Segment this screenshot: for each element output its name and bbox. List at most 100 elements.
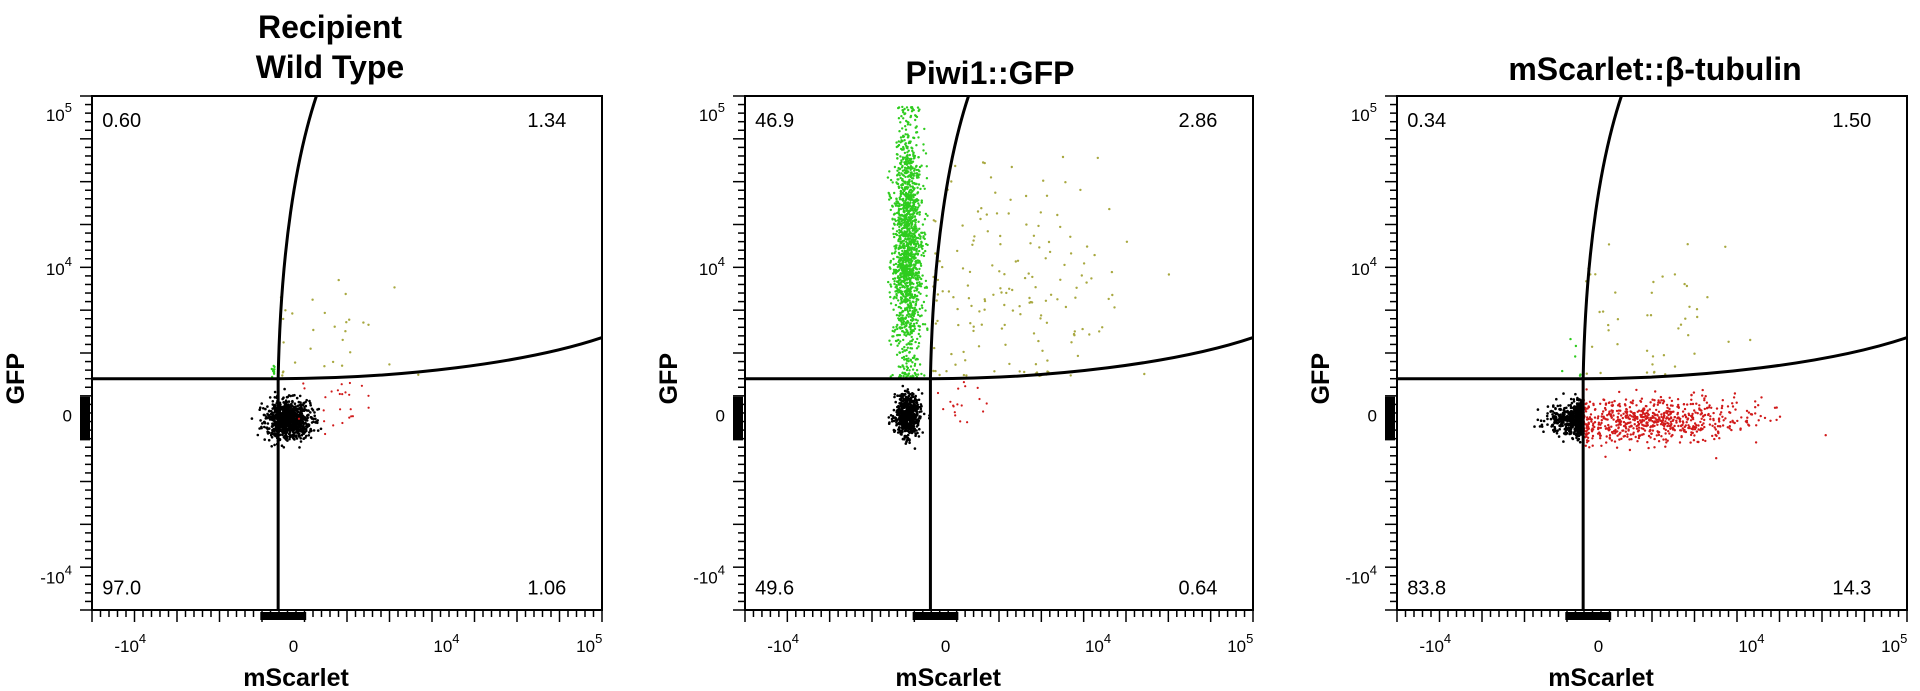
event-dot [272,370,276,373]
event-dot [892,308,895,311]
event-dot [304,421,307,425]
event-dot [981,161,985,164]
event-dot [1568,412,1571,416]
event-dot [893,277,897,280]
event-dot [906,438,910,441]
event-dot [1754,441,1758,444]
event-dot [1626,410,1629,413]
event-dot [298,446,301,449]
event-dot [1644,424,1647,427]
event-dot [260,402,264,405]
event-dot [906,123,910,126]
event-dot [1592,402,1595,405]
event-dot [1000,327,1004,330]
event-dot [906,397,909,401]
event-dot [907,238,910,241]
event-dot [912,257,916,260]
event-dot [268,409,271,413]
event-dot [1689,433,1693,437]
event-dot [900,186,903,189]
event-dot [915,429,918,432]
event-dot [894,219,897,223]
event-dot [1769,419,1772,422]
event-dot [891,329,894,333]
event-dot [893,295,896,299]
event-dot [920,231,923,234]
event-dot [913,169,916,172]
event-dot [292,432,296,436]
event-dot [1028,301,1031,304]
event-dot [1695,430,1699,433]
event-dot [1554,415,1557,418]
event-dot [888,198,891,201]
event-dot [899,147,903,151]
event-dot [903,107,906,111]
event-dot [906,235,909,238]
event-dot [339,408,342,411]
event-dot [1587,422,1591,426]
event-dot [271,403,275,406]
event-dot [1721,399,1725,402]
event-dot [281,374,284,377]
event-dot [892,222,896,225]
event-dot [1773,406,1777,409]
event-dot [899,192,902,195]
event-dot [909,365,913,368]
event-dot [1678,441,1682,444]
event-dot [900,214,904,217]
event-dot [1628,448,1632,452]
event-dot [288,413,292,416]
event-dot [299,437,303,440]
event-dot [1714,422,1717,426]
event-dot [1111,293,1114,297]
event-dot [898,220,901,223]
event-dot [1635,404,1638,407]
event-dot [302,382,305,385]
event-dot [292,436,295,440]
event-dot [304,416,307,420]
event-dot [280,413,284,416]
event-dot [914,340,917,344]
event-dot [1759,414,1762,418]
event-dot [1577,412,1581,415]
event-dot [902,145,905,149]
event-dot [906,400,909,404]
event-dot [903,326,906,329]
event-dot [290,420,294,423]
event-dot [901,384,905,388]
event-dot [280,422,284,425]
event-dot [274,404,277,408]
event-dot [1615,446,1619,449]
event-dot [897,239,900,243]
event-dot [902,242,906,245]
event-dot [1085,245,1089,248]
event-dot [1697,424,1700,427]
event-dot [1669,416,1673,420]
event-dot [1649,425,1652,429]
event-dot [1571,412,1575,415]
event-dot [1659,395,1663,399]
event-dot [915,208,918,212]
event-dot [1655,418,1658,422]
event-dot [920,241,923,244]
event-dot [285,411,289,414]
event-dot [1638,419,1642,422]
event-dot [900,224,903,227]
event-dot [947,290,951,293]
event-dot [298,425,302,428]
event-dot [909,115,912,119]
event-dot [1038,246,1041,249]
event-dot [908,248,912,251]
event-dot [938,373,941,377]
event-dot [301,427,304,431]
event-dot [288,431,292,434]
event-dot [907,134,910,138]
event-dot [1659,423,1663,426]
event-dot [904,128,908,131]
event-dot [978,397,981,401]
event-dot [907,141,911,145]
event-dot [903,358,906,361]
event-dot [302,408,305,411]
event-dot [283,437,287,440]
event-dot [1653,403,1656,406]
